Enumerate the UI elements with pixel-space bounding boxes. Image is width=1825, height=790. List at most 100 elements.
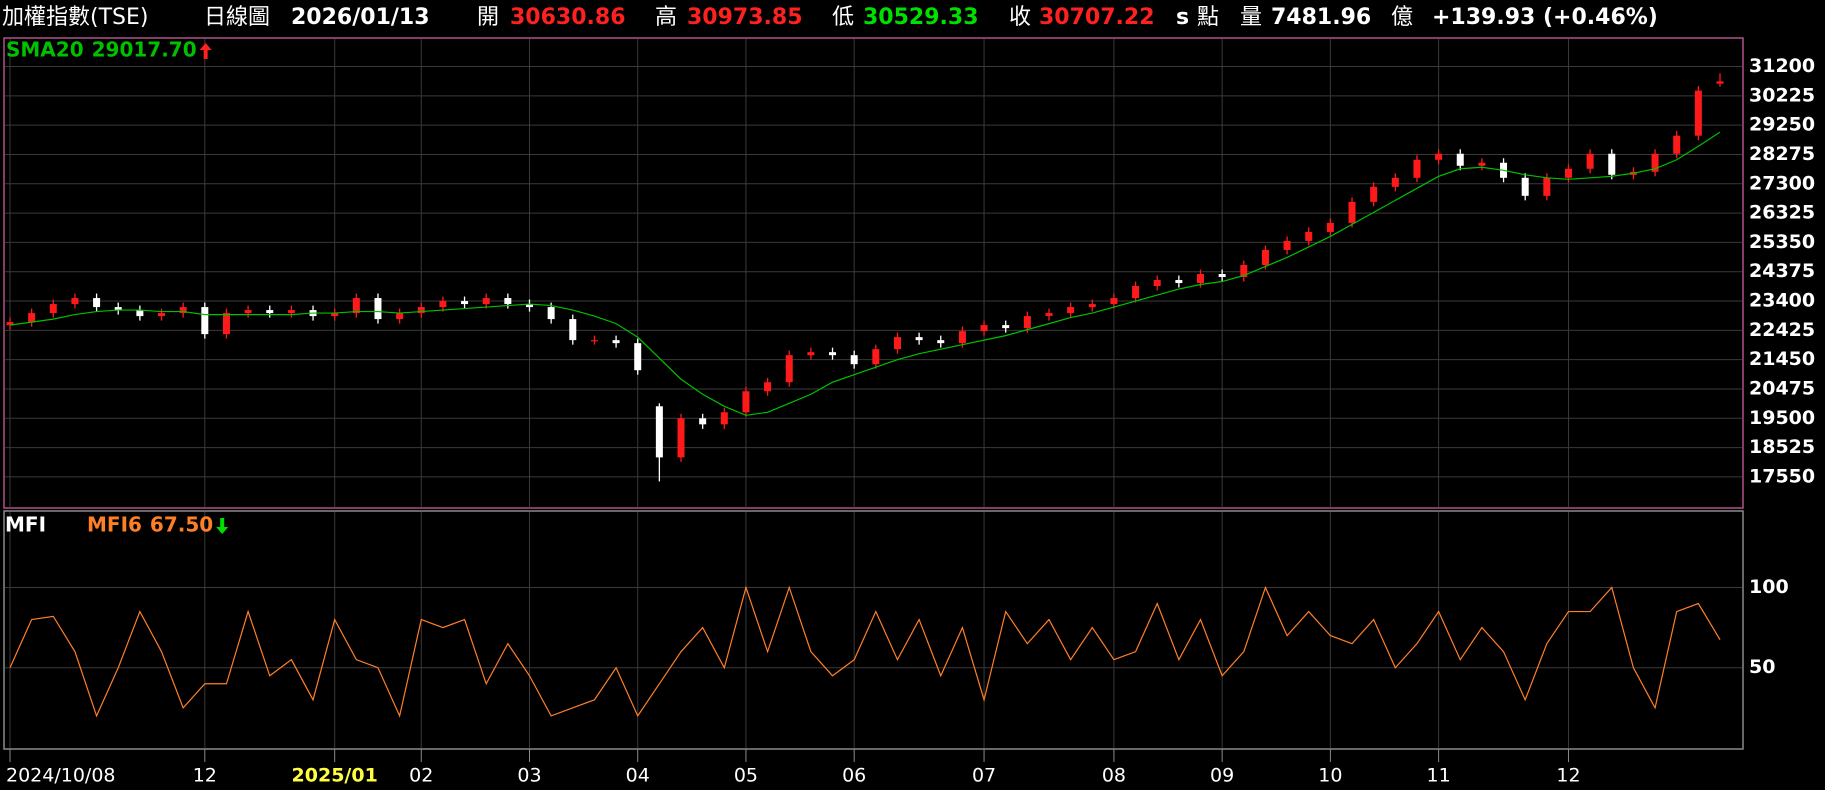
candle-body	[266, 310, 274, 314]
candle-body	[1608, 153, 1616, 175]
index-name: 加權指數(TSE)	[2, 5, 148, 30]
candle-body	[1088, 304, 1096, 308]
candle-body	[1218, 274, 1226, 278]
candle-body	[6, 322, 14, 326]
candle-body	[1651, 153, 1659, 172]
high-label: 高	[655, 5, 677, 30]
candle-body	[158, 313, 166, 317]
x-tick-label: 05	[734, 765, 758, 787]
x-tick-label: 2025/01	[292, 765, 378, 787]
candle-body	[396, 313, 404, 320]
low-label: 低	[832, 5, 854, 30]
y-tick-label: 31200	[1749, 55, 1815, 77]
down-arrow	[216, 518, 229, 534]
change: +139.93 (+0.46%)	[1432, 5, 1658, 30]
y-tick-label: 24375	[1749, 260, 1815, 282]
y-tick-label: 50	[1749, 656, 1775, 678]
candle-body	[677, 418, 685, 458]
candle-body	[1521, 177, 1529, 196]
candle-body	[114, 307, 122, 311]
x-tick-label: 2024/10/08	[6, 765, 116, 787]
candle-body	[244, 310, 252, 314]
candle-body	[785, 355, 793, 383]
x-tick-label: 12	[193, 765, 217, 787]
price-panel-border	[3, 37, 1744, 509]
y-tick-label: 28275	[1749, 143, 1815, 165]
candle-body	[417, 307, 425, 314]
x-tick-label: 12	[1556, 765, 1580, 787]
candle-body	[1110, 298, 1118, 305]
x-tick-label: 11	[1427, 765, 1451, 787]
candle-body	[179, 307, 187, 314]
mfi-line	[9, 585, 1721, 718]
y-tick-label: 100	[1749, 576, 1789, 598]
close-flag: s	[1176, 5, 1189, 30]
mfi-title: MFI	[5, 513, 46, 537]
open-label: 開	[477, 5, 499, 30]
candle-body	[71, 298, 79, 305]
legend: SMA20 29017.70 MFI MFI6 67.50	[5, 38, 229, 537]
y-tick-label: 17550	[1749, 465, 1815, 487]
candle-body	[28, 313, 36, 323]
candle-body	[655, 406, 663, 458]
candle-body	[1564, 168, 1572, 178]
candle-body	[504, 298, 512, 305]
candle-body	[1543, 177, 1551, 196]
candle-body	[1175, 280, 1183, 284]
sma-legend-value: 29017.70	[92, 38, 197, 62]
candle-body	[1413, 159, 1421, 178]
period: 日線圖	[204, 5, 270, 30]
x-tick-label: 07	[972, 765, 996, 787]
candle-body	[1694, 90, 1702, 136]
candle-body	[699, 418, 707, 425]
candle-body	[1283, 240, 1291, 250]
candle-body	[1326, 222, 1334, 232]
candle-body	[872, 349, 880, 365]
candle-body	[1456, 153, 1464, 166]
volume-label: 量	[1240, 5, 1262, 30]
sma-legend-name: SMA20	[6, 38, 84, 62]
candle-body	[1435, 153, 1443, 160]
y-tick-label: 19500	[1749, 407, 1815, 429]
candle-body	[1002, 325, 1010, 329]
x-tick-label: 08	[1102, 765, 1126, 787]
mfi-panel-border	[3, 510, 1744, 750]
y-tick-label: 20475	[1749, 377, 1815, 399]
candle-body	[1673, 135, 1681, 154]
candle-body	[1391, 177, 1399, 187]
x-tick-label: 03	[517, 765, 541, 787]
grid	[5, 39, 1742, 762]
close-label: 收	[1009, 5, 1031, 30]
mfi-legend-value: 67.50	[150, 513, 213, 537]
candle-body	[49, 304, 57, 314]
candle-body	[352, 298, 360, 314]
low-value: 30529.33	[863, 5, 979, 30]
candle-body	[634, 343, 642, 371]
y-tick-label: 30225	[1749, 84, 1815, 106]
candle-body	[915, 337, 923, 341]
sma-line	[9, 131, 1721, 416]
candle-body	[850, 355, 858, 365]
candle-body	[1132, 286, 1140, 299]
y-tick-label: 25350	[1749, 231, 1815, 253]
candle-body	[893, 337, 901, 350]
x-tick-label: 10	[1318, 765, 1342, 787]
candle-body	[287, 310, 295, 314]
marks	[6, 73, 1724, 718]
candle-body	[720, 412, 728, 425]
date: 2026/01/13	[291, 5, 430, 30]
candle-body	[742, 391, 750, 413]
x-tick-label: 02	[409, 765, 433, 787]
candle-body	[1586, 153, 1594, 169]
volume-value: 7481.96	[1271, 5, 1371, 30]
header: 加權指數(TSE) 日線圖 2026/01/13 開 30630.86 高 30…	[2, 5, 1658, 30]
candle-body	[764, 382, 772, 392]
candle-body	[958, 331, 966, 344]
x-tick-label: 06	[842, 765, 866, 787]
candle-body	[525, 304, 533, 308]
candle-body	[590, 340, 598, 342]
y-tick-label: 23400	[1749, 290, 1815, 312]
candle-body	[1240, 264, 1248, 278]
